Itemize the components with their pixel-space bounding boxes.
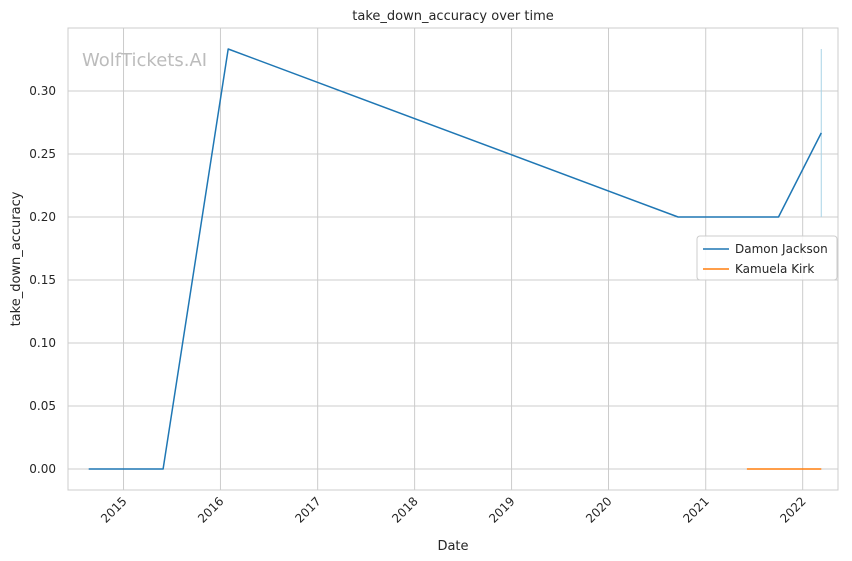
series-layer — [88, 48, 822, 470]
legend-label-0: Damon Jackson — [735, 242, 828, 256]
grid-layer — [68, 28, 838, 490]
legend-box — [696, 235, 838, 281]
y-axis-title: take_down_accuracy — [9, 191, 24, 326]
y-tick-label: 0.20 — [29, 210, 56, 224]
series-line-0 — [88, 48, 822, 470]
plot-frame — [67, 27, 839, 491]
y-tick-label: 0.10 — [29, 336, 56, 350]
chart-title: take_down_accuracy over time — [352, 9, 553, 24]
y-tick-label: 0.15 — [29, 273, 56, 287]
x-axis-title: Date — [437, 539, 468, 554]
y-tick-label: 0.00 — [29, 462, 56, 476]
legend: Damon Jackson Kamuela Kirk — [696, 235, 838, 281]
y-tick-label: 0.25 — [29, 147, 56, 161]
y-tick-label: 0.30 — [29, 84, 56, 98]
tick-layer: 2015 2016 2017 2018 2019 2020 2021 20220.000.05… — [29, 84, 809, 526]
legend-label-1: Kamuela Kirk — [735, 262, 814, 276]
y-tick-label: 0.05 — [29, 399, 56, 413]
watermark-text: WolfTickets.AI — [82, 50, 207, 71]
